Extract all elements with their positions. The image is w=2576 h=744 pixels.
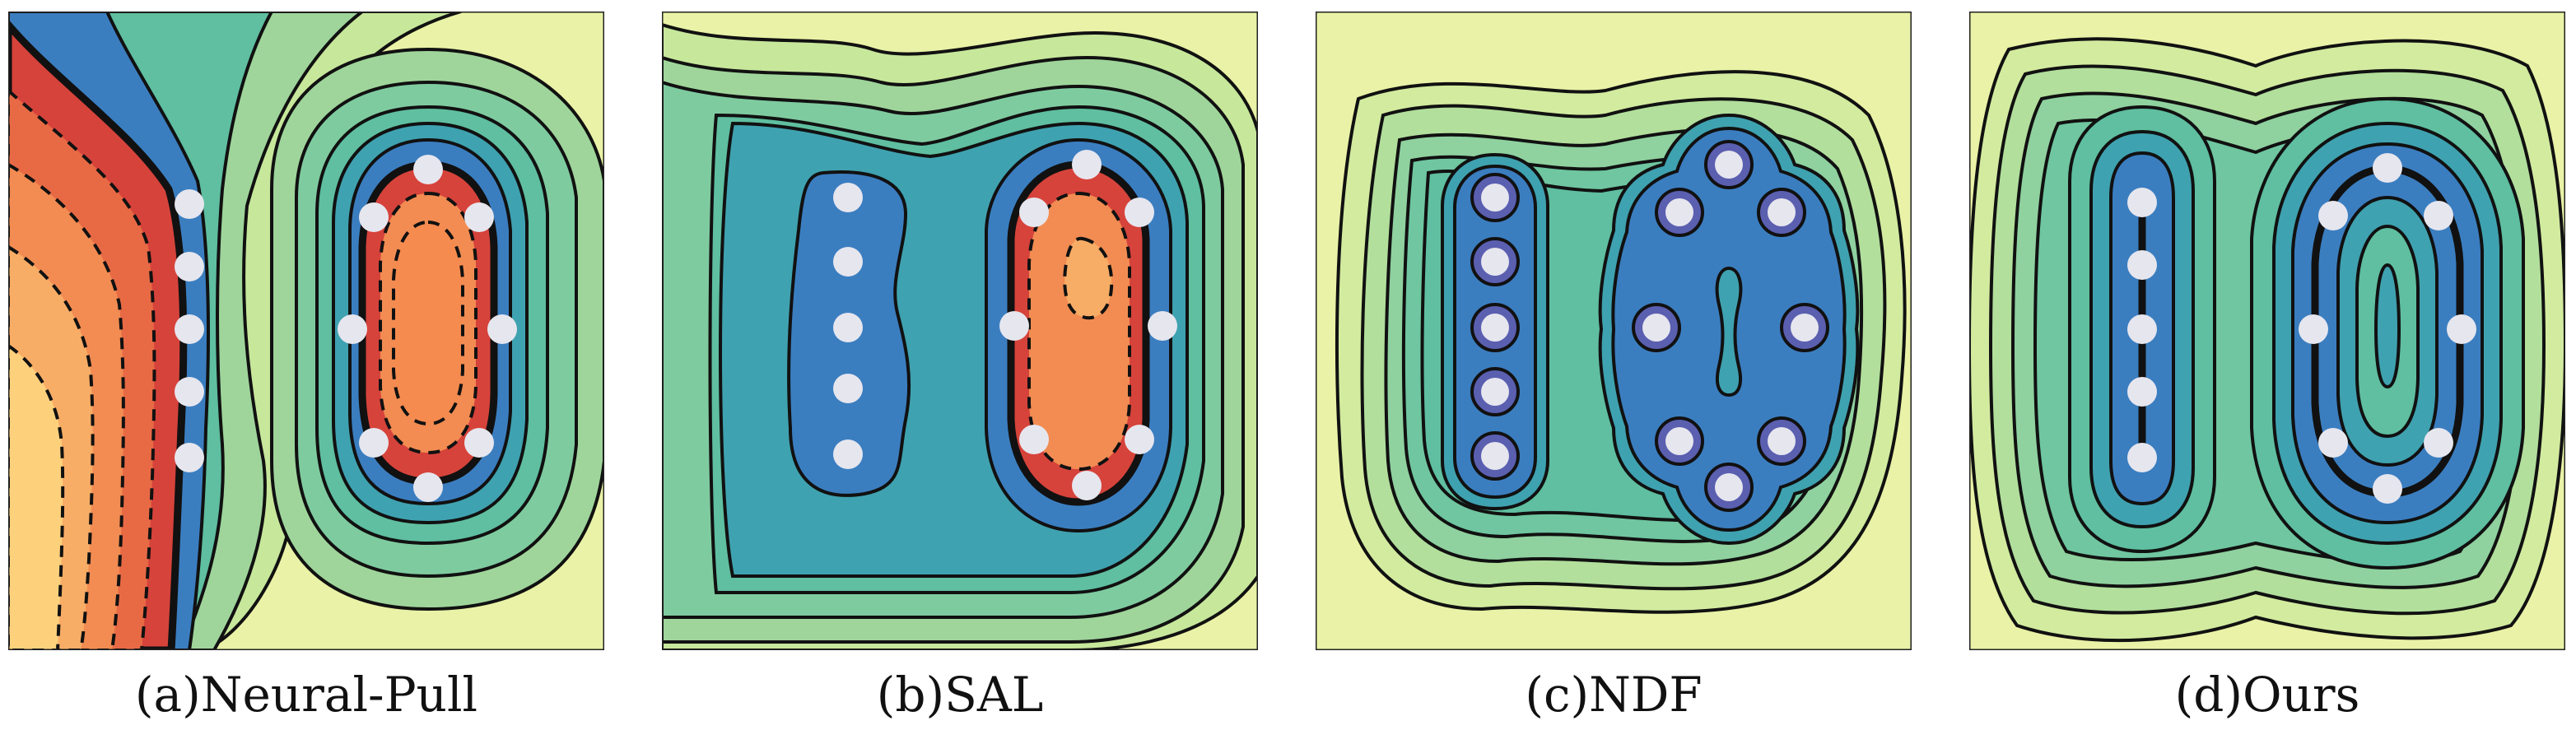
panel-d-ring-6: [2373, 263, 2401, 389]
point: [833, 374, 863, 403]
caption-sal: (b)SAL: [876, 667, 1044, 723]
point: [413, 155, 443, 184]
point: [833, 313, 863, 342]
point: [1715, 473, 1743, 501]
point: [175, 377, 204, 407]
panel-neural-pull: [8, 12, 604, 650]
point: [1072, 471, 1102, 500]
panel-c-point-rings: [1470, 140, 1829, 512]
point: [1481, 314, 1509, 342]
point: [1791, 314, 1819, 342]
point: [1125, 425, 1154, 454]
point: [1715, 151, 1743, 179]
point: [2318, 201, 2348, 230]
point: [338, 314, 367, 344]
point: [2447, 314, 2476, 344]
point: [2127, 443, 2157, 472]
point: [833, 183, 863, 212]
panel-a-left-band-9: [8, 343, 65, 650]
panel-a-points: [175, 155, 517, 502]
panel-c-points: [1481, 151, 1819, 501]
point: [1481, 378, 1509, 406]
panel-a-right-ring-8: [392, 220, 464, 426]
caption-ndf: (c)NDF: [1525, 667, 1703, 723]
point: [1125, 198, 1154, 227]
panel-ours: [1969, 12, 2565, 650]
caption-ours: (d)Ours: [2174, 667, 2360, 723]
point: [1072, 150, 1102, 179]
point: [175, 443, 204, 472]
point: [833, 439, 863, 469]
point: [1768, 427, 1796, 455]
point: [2318, 428, 2348, 458]
point: [464, 202, 494, 232]
panel-b-ring-4: [1063, 236, 1114, 320]
point: [833, 247, 863, 277]
point: [464, 428, 494, 458]
point: [1665, 198, 1693, 226]
point: [487, 314, 517, 344]
panel-ndf: [1316, 12, 1912, 650]
point: [359, 202, 389, 232]
point: [175, 314, 204, 344]
point: [2127, 314, 2157, 344]
panel-d-points: [2127, 153, 2476, 504]
figure-svg: [8, 12, 2565, 650]
point: [2373, 153, 2402, 183]
point: [1642, 314, 1670, 342]
point: [175, 189, 204, 219]
point: [1665, 427, 1693, 455]
point: [413, 472, 443, 502]
point: [2127, 188, 2157, 217]
point: [359, 428, 389, 458]
point: [2424, 201, 2453, 230]
point: [2373, 474, 2402, 504]
point: [1481, 184, 1509, 212]
point: [1019, 425, 1049, 454]
point: [1481, 248, 1509, 276]
point: [2424, 428, 2453, 458]
panel-c-cluster-center: [1715, 266, 1743, 398]
point: [2127, 377, 2157, 407]
panel-b-points: [833, 150, 1177, 500]
panel-b-contours: [662, 22, 1258, 650]
point: [2127, 250, 2157, 280]
point: [1768, 198, 1796, 226]
point: [1019, 198, 1049, 227]
point: [999, 311, 1029, 341]
panel-sal: [662, 12, 1258, 650]
caption-neural-pull: (a)Neural-Pull: [134, 667, 478, 723]
point: [1148, 311, 1177, 341]
point: [2299, 314, 2328, 344]
point: [1481, 442, 1509, 470]
point: [175, 252, 204, 281]
panel-b-ring-3: [1027, 191, 1131, 472]
